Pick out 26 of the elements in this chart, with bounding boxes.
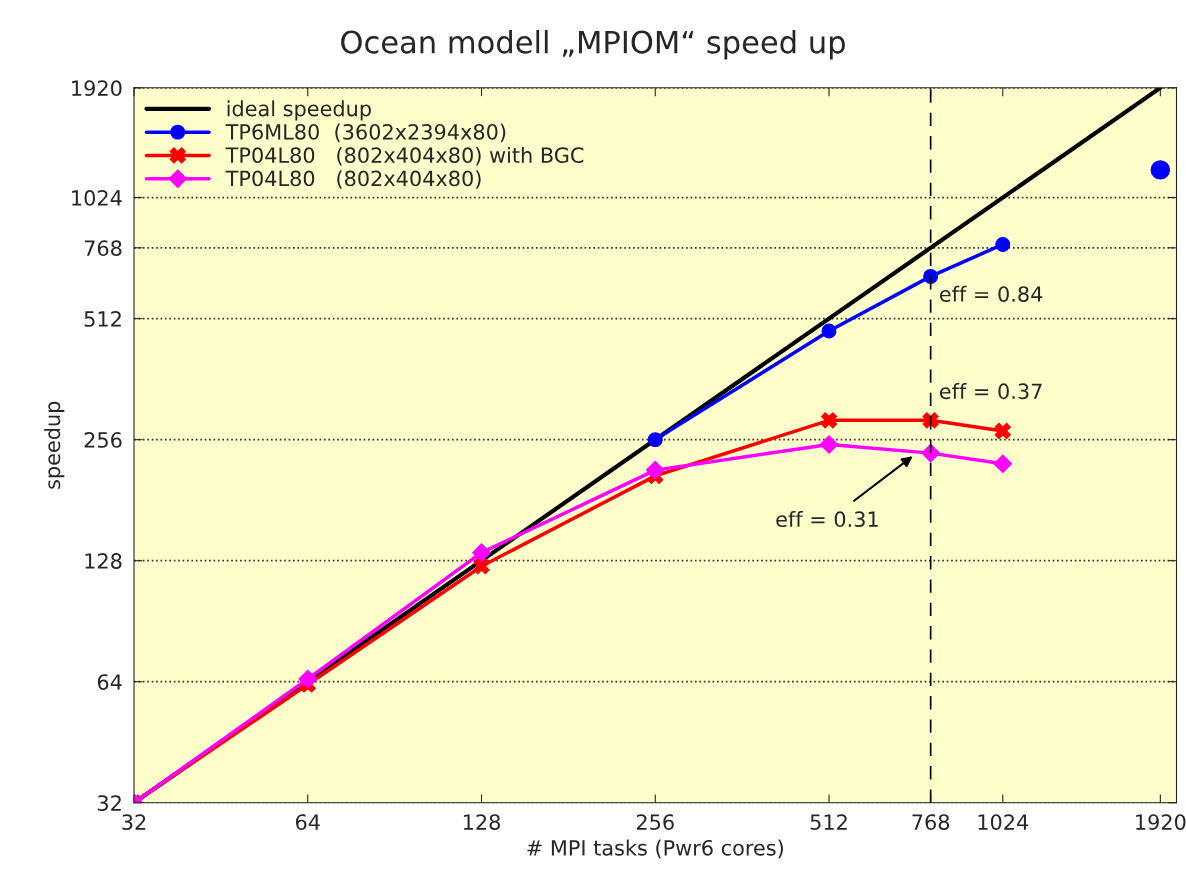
legend-label: TP04L80 (802x404x80) bbox=[225, 170, 481, 189]
legend-label: TP6ML80 (3602x2394x80) bbox=[225, 123, 506, 143]
annotation: eff = 0.31 bbox=[776, 510, 878, 528]
chart-title: Ocean modell „MPIOM“ speed up bbox=[341, 30, 845, 60]
y-tick-label: 256 bbox=[84, 432, 122, 448]
y-axis-title: speedup bbox=[44, 401, 65, 489]
x-tick-label: 1024 bbox=[978, 814, 1029, 830]
x-tick-label: 64 bbox=[295, 814, 320, 830]
legend-label: TP04L80 (802x404x80) with BGC bbox=[225, 146, 584, 166]
annotation: eff = 0.84 bbox=[939, 285, 1043, 302]
y-tick-label: 1920 bbox=[72, 80, 122, 97]
y-tick-label: 1024 bbox=[72, 190, 122, 206]
annotation: eff = 0.37 bbox=[939, 383, 1042, 400]
x-tick-label: 768 bbox=[912, 814, 950, 830]
y-tick-label: 32 bbox=[97, 795, 121, 811]
y-tick-label: 128 bbox=[85, 553, 122, 569]
x-tick-label: 128 bbox=[463, 814, 500, 830]
legend-label: ideal speedup bbox=[227, 100, 371, 121]
x-tick-label: 256 bbox=[636, 814, 674, 830]
x-tick-label: 512 bbox=[810, 814, 847, 830]
y-tick-label: 64 bbox=[97, 674, 122, 690]
x-axis-title: # MPI tasks (Pwr6 cores) bbox=[527, 839, 783, 859]
x-tick-label: 1920 bbox=[1136, 814, 1186, 830]
x-tick-label: 32 bbox=[122, 814, 146, 830]
y-tick-label: 512 bbox=[84, 311, 121, 327]
y-tick-label: 768 bbox=[84, 240, 122, 257]
